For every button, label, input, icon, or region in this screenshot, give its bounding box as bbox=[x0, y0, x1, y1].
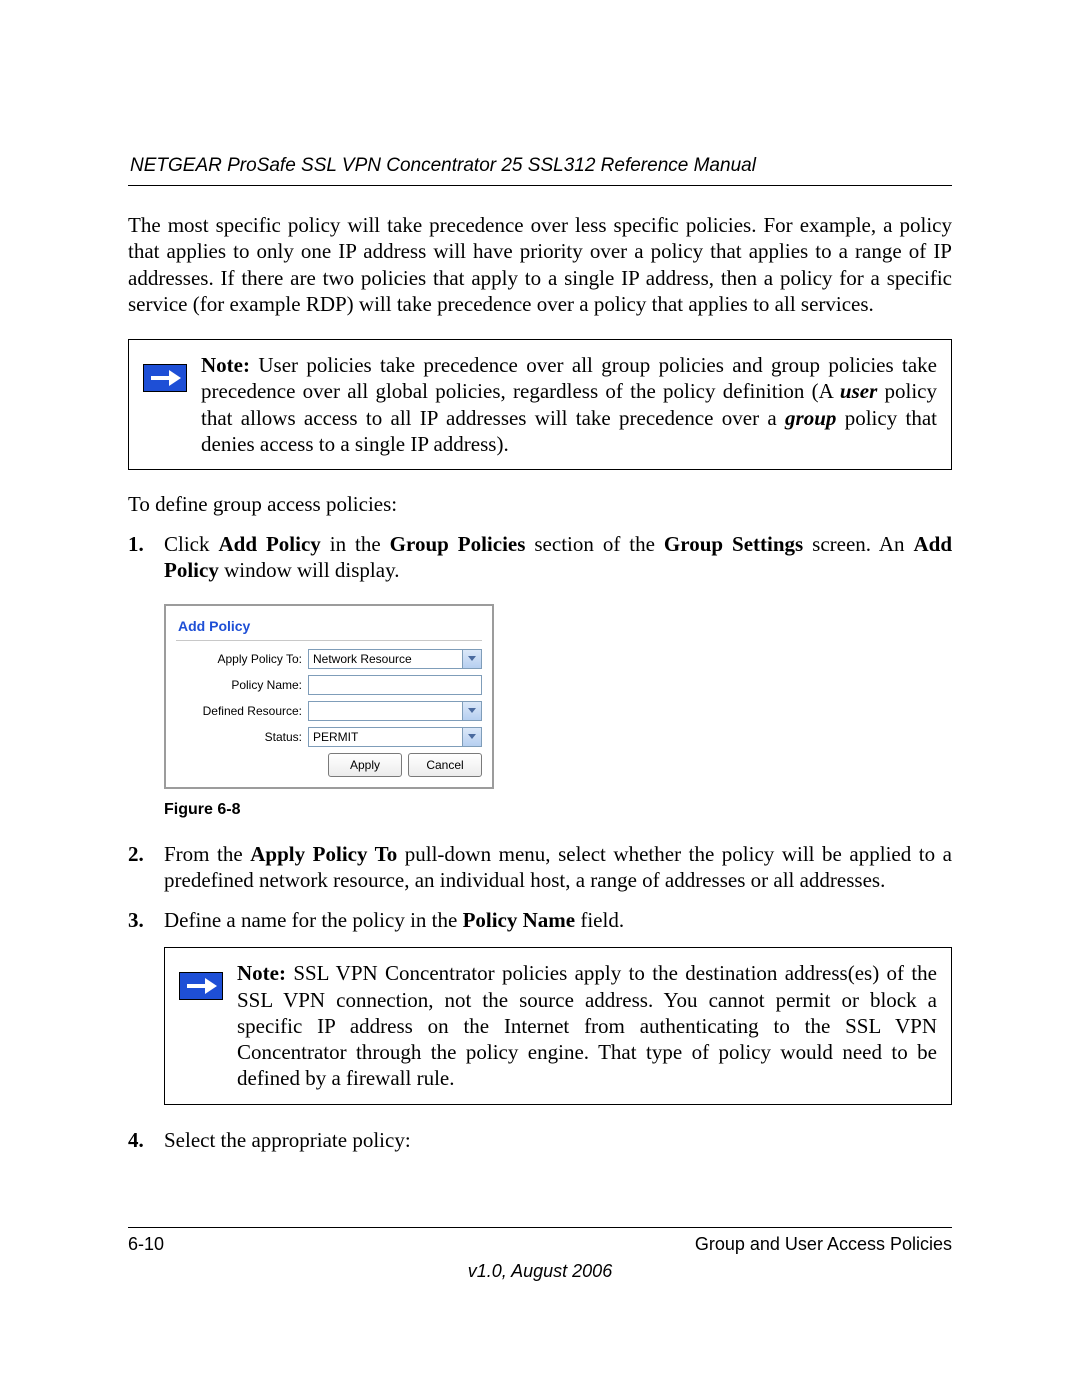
chevron-down-icon bbox=[462, 728, 481, 746]
label-defined-resource: Defined Resource: bbox=[176, 704, 308, 718]
add-policy-dialog: Add Policy Apply Policy To: Network Reso… bbox=[164, 604, 494, 789]
cancel-button[interactable]: Cancel bbox=[408, 753, 482, 777]
s1-b1: Add Policy bbox=[218, 532, 320, 556]
step-2-num: 2. bbox=[128, 841, 144, 867]
s3-b1: Policy Name bbox=[463, 908, 576, 932]
note-2-text: Note: SSL VPN Concentrator policies appl… bbox=[237, 960, 937, 1091]
dialog-button-row: Apply Cancel bbox=[176, 753, 482, 777]
s1-m1: in the bbox=[321, 532, 390, 556]
step-4: 4. Select the appropriate policy: bbox=[128, 1127, 952, 1153]
step-2: 2. From the Apply Policy To pull-down me… bbox=[128, 841, 952, 894]
note-label: Note: bbox=[201, 353, 250, 377]
chevron-down-icon bbox=[462, 702, 481, 720]
dialog-separator bbox=[176, 640, 482, 641]
label-apply-to: Apply Policy To: bbox=[176, 652, 308, 666]
value-apply-to: Network Resource bbox=[313, 652, 412, 666]
footer-rule bbox=[128, 1227, 952, 1228]
arrow-note-icon bbox=[179, 972, 223, 1005]
footer-center: v1.0, August 2006 bbox=[128, 1261, 952, 1282]
row-status: Status: PERMIT bbox=[176, 727, 482, 747]
input-policy-name[interactable] bbox=[308, 675, 482, 695]
steps-list-2: 2. From the Apply Policy To pull-down me… bbox=[128, 841, 952, 934]
row-apply-to: Apply Policy To: Network Resource bbox=[176, 649, 482, 669]
figure-6-8: Add Policy Apply Policy To: Network Reso… bbox=[164, 604, 952, 789]
select-apply-to[interactable]: Network Resource bbox=[308, 649, 482, 669]
label-policy-name: Policy Name: bbox=[176, 678, 308, 692]
apply-button[interactable]: Apply bbox=[328, 753, 402, 777]
steps-list-3: 4. Select the appropriate policy: bbox=[128, 1127, 952, 1153]
row-policy-name: Policy Name: bbox=[176, 675, 482, 695]
s3-pre: Define a name for the policy in the bbox=[164, 908, 463, 932]
step-1-num: 1. bbox=[128, 531, 144, 557]
value-status: PERMIT bbox=[313, 730, 358, 744]
footer-right: Group and User Access Policies bbox=[695, 1234, 952, 1255]
note1-t1: User policies take precedence over all g… bbox=[201, 353, 937, 403]
s1-end: window will display. bbox=[219, 558, 400, 582]
note2-label: Note: bbox=[237, 961, 286, 985]
s1-m2: section of the bbox=[525, 532, 664, 556]
select-status[interactable]: PERMIT bbox=[308, 727, 482, 747]
arrow-note-icon bbox=[143, 364, 187, 397]
step-4-num: 4. bbox=[128, 1127, 144, 1153]
s3-end: field. bbox=[575, 908, 624, 932]
s1-m3: screen. An bbox=[803, 532, 913, 556]
s1-pre: Click bbox=[164, 532, 218, 556]
s1-b2: Group Policies bbox=[390, 532, 526, 556]
steps-list: 1. Click Add Policy in the Group Policie… bbox=[128, 531, 952, 584]
step-3: 3. Define a name for the policy in the P… bbox=[128, 907, 952, 933]
note-box-1: Note: User policies take precedence over… bbox=[128, 339, 952, 470]
step-1: 1. Click Add Policy in the Group Policie… bbox=[128, 531, 952, 584]
s2-b1: Apply Policy To bbox=[250, 842, 397, 866]
label-status: Status: bbox=[176, 730, 308, 744]
intro-paragraph: The most specific policy will take prece… bbox=[128, 212, 952, 317]
to-define-line: To define group access policies: bbox=[128, 492, 952, 517]
step-3-num: 3. bbox=[128, 907, 144, 933]
s4-text: Select the appropriate policy: bbox=[164, 1128, 411, 1152]
note-box-2: Note: SSL VPN Concentrator policies appl… bbox=[164, 947, 952, 1104]
note2-body: SSL VPN Concentrator policies apply to t… bbox=[237, 961, 937, 1090]
note1-user: user bbox=[840, 379, 877, 403]
footer-left: 6-10 bbox=[128, 1234, 164, 1255]
header-rule bbox=[128, 185, 952, 186]
row-defined-resource: Defined Resource: bbox=[176, 701, 482, 721]
header-title: NETGEAR ProSafe SSL VPN Concentrator 25 … bbox=[130, 155, 952, 177]
dialog-title: Add Policy bbox=[178, 618, 482, 634]
s1-b3: Group Settings bbox=[664, 532, 803, 556]
chevron-down-icon bbox=[462, 650, 481, 668]
figure-caption: Figure 6-8 bbox=[164, 801, 952, 819]
select-defined-resource[interactable] bbox=[308, 701, 482, 721]
page-footer: 6-10 Group and User Access Policies v1.0… bbox=[128, 1227, 952, 1282]
note1-group: group bbox=[785, 406, 836, 430]
note-1-text: Note: User policies take precedence over… bbox=[201, 352, 937, 457]
s2-pre: From the bbox=[164, 842, 250, 866]
